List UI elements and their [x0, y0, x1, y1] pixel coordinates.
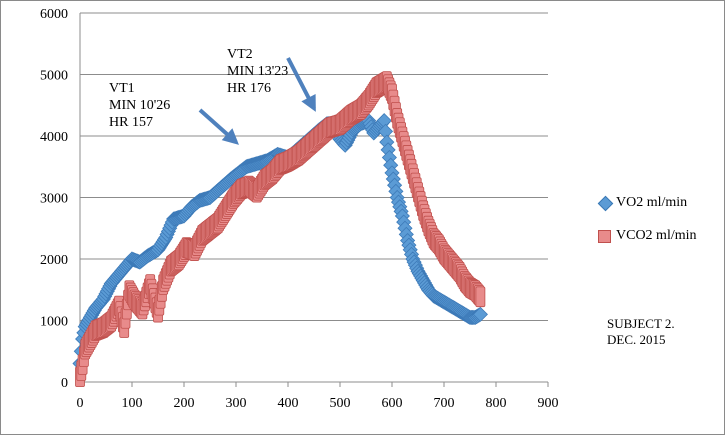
annotation-vt1-line1: VT1 [109, 81, 135, 96]
x-tick-label: 700 [434, 396, 455, 411]
legend-label-vco2: VCO2 ml/min [616, 228, 697, 243]
legend: VO2 ml/min VCO2 ml/min [597, 193, 697, 246]
x-tick-label: 800 [486, 396, 507, 411]
axes: 0 1000 2000 3000 4000 5000 6000 0 100 200 300 400 50… [40, 7, 559, 411]
legend-item-vco2: VCO2 ml/min [598, 226, 697, 246]
annotation-vt1: VT1 MIN 10'26 HR 157 [109, 80, 170, 131]
annotation-vt1-line2: MIN 10'26 [109, 98, 171, 113]
legend-label-vo2: VO2 ml/min [616, 195, 688, 210]
legend-item-vo2: VO2 ml/min [597, 193, 697, 213]
y-tick-label: 3000 [40, 192, 68, 207]
annotation-vt1-line3: HR 157 [109, 115, 153, 130]
subject-note-line2: DEC. 2015 [607, 332, 666, 347]
vt2-arrow-icon-head [301, 93, 316, 112]
vt2-arrow-icon [286, 57, 316, 112]
annotation-arrows [198, 57, 316, 145]
x-tick-label: 300 [226, 396, 247, 411]
y-tick-label: 4000 [40, 130, 68, 145]
plot-area [72, 71, 488, 388]
x-tick-label: 600 [382, 396, 403, 411]
subject-note: SUBJECT 2. DEC. 2015 [607, 316, 675, 348]
vo2-point [472, 306, 488, 322]
y-tick-label: 5000 [40, 69, 68, 84]
annotation-vt2: VT2 MIN 13'23 HR 176 [227, 46, 288, 97]
x-tick-label: 400 [278, 396, 299, 411]
vt1-arrow-icon [198, 108, 239, 145]
x-tick-label: 500 [330, 396, 351, 411]
vco2-point [475, 286, 486, 308]
x-tick-label: 900 [538, 396, 559, 411]
y-tick-label: 2000 [40, 253, 68, 268]
annotation-vt2-line3: HR 176 [227, 81, 271, 96]
x-tick-label: 100 [122, 396, 143, 411]
x-tick-label: 0 [77, 396, 84, 411]
diamond-marker-icon [597, 195, 614, 211]
annotation-vt2-line1: VT2 [227, 47, 253, 62]
x-tick-label: 200 [174, 396, 195, 411]
vt1-arrow-icon-head [221, 128, 239, 145]
y-tick-label: 1000 [40, 315, 68, 330]
y-tick-label: 0 [61, 376, 68, 391]
square-marker-icon [598, 229, 611, 243]
annotation-vt2-line2: MIN 13'23 [227, 64, 289, 79]
y-tick-label: 6000 [40, 7, 68, 22]
subject-note-line1: SUBJECT 2. [607, 316, 675, 331]
